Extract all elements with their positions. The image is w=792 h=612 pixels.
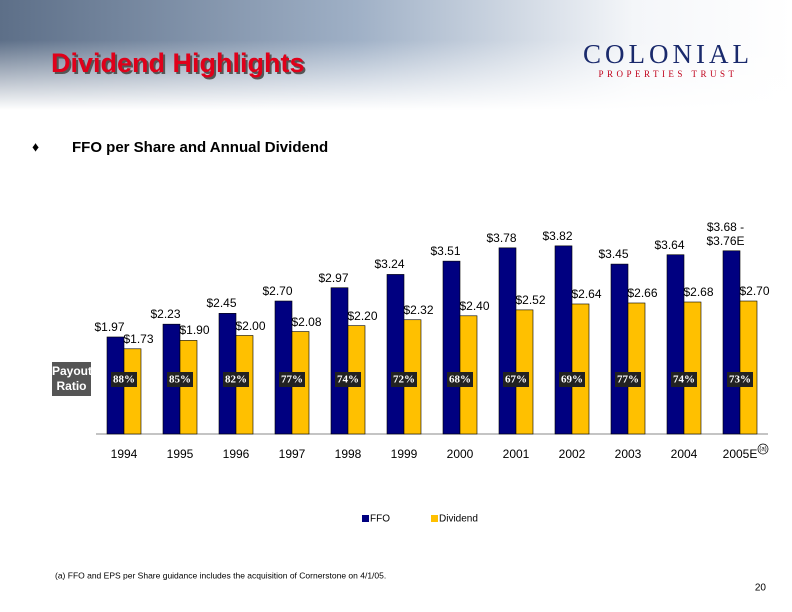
value-label: $3.82 [542, 228, 573, 243]
slide-title-shadow: Dividend Highlights [53, 50, 307, 80]
payout-ratio: 67% [505, 374, 527, 386]
payout-ratio: 82% [225, 374, 247, 386]
x-tick-label: 2001 [503, 447, 530, 461]
payout-ratio: 72% [393, 374, 415, 386]
bar [554, 245, 573, 435]
value-label: $1.97 [94, 319, 125, 334]
bar [442, 260, 461, 435]
value-label: $2.20 [347, 308, 378, 323]
bar [498, 247, 517, 435]
payout-box [727, 372, 753, 387]
legend-label: Dividend [439, 514, 478, 525]
legend-label: FFO [370, 514, 390, 525]
value-label: $2.70 [739, 284, 770, 299]
bar [627, 302, 646, 435]
logo-tagline: PROPERTIES TRUST [598, 69, 737, 79]
payout-label: Payout Ratio [52, 364, 93, 393]
value-label: $3.24 [374, 257, 405, 272]
payout-box [671, 372, 697, 387]
value-label: $2.08 [291, 314, 322, 329]
value-label: $2.97 [318, 270, 349, 285]
x-tick-label: 1996 [223, 447, 250, 461]
bar [683, 301, 702, 435]
bar [739, 300, 758, 435]
logo-name: COLONIAL [583, 39, 753, 69]
x-tick-label: 2005E [723, 447, 758, 461]
bar [386, 274, 405, 435]
payout-ratio: 77% [617, 374, 639, 386]
note-marker: (a) [759, 447, 766, 453]
value-label: $2.45 [206, 296, 237, 311]
payout-box [391, 372, 417, 387]
value-label: $2.64 [571, 286, 602, 301]
value-label: $1.73 [123, 331, 154, 346]
bar [179, 340, 198, 435]
value-label: $2.32 [403, 302, 434, 317]
payout-ratio: 74% [673, 374, 695, 386]
value-label: $3.78 [486, 230, 517, 245]
page-number: 20 [755, 583, 767, 594]
payout-ratio: 85% [169, 374, 191, 386]
x-tick-label: 2000 [447, 447, 474, 461]
value-label: $2.00 [235, 318, 266, 333]
x-tick-label: 2004 [671, 447, 698, 461]
payout-label-box [52, 362, 91, 396]
payout-box [167, 372, 193, 387]
bullet: ♦ [32, 139, 39, 155]
value-label: $3.45 [598, 247, 629, 262]
payout-box [279, 372, 305, 387]
value-label: $3.51 [430, 244, 461, 259]
value-label: $2.66 [627, 286, 658, 300]
value-label: $1.90 [179, 323, 210, 338]
payout-box [447, 372, 473, 387]
payout-ratio: 74% [337, 374, 359, 386]
value-label: $2.52 [515, 292, 546, 307]
payout-box [335, 372, 361, 387]
x-tick-label: 2003 [615, 447, 642, 461]
payout-ratio: 73% [729, 374, 751, 386]
bar [515, 309, 534, 435]
x-tick-label: 2002 [559, 447, 586, 461]
bar [123, 348, 142, 435]
value-label: $2.68 [683, 285, 714, 300]
footnote: (a) FFO and EPS per Share guidance inclu… [55, 570, 386, 580]
legend-swatch [431, 515, 438, 522]
bar [722, 250, 741, 435]
payout-ratio: 77% [281, 374, 303, 386]
payout-box [223, 372, 249, 387]
bar [571, 303, 590, 435]
note-marker-circle [757, 443, 769, 455]
value-label: $2.23 [150, 307, 181, 322]
x-tick-label: 1999 [391, 447, 418, 461]
x-tick-label: 1997 [279, 447, 306, 461]
payout-ratio: 88% [113, 374, 135, 386]
value-label: $2.70 [262, 284, 293, 299]
slide-title: Dividend Highlights [51, 48, 305, 78]
payout-ratio: 69% [561, 374, 583, 386]
payout-box [111, 372, 137, 387]
x-tick-label: 1994 [111, 447, 138, 461]
value-label: $3.68 - $3.76E [706, 219, 745, 248]
bar [666, 254, 685, 435]
chart-title: FFO per Share and Annual Dividend [72, 139, 328, 156]
header-fade [0, 40, 792, 110]
legend-swatch [362, 515, 369, 522]
payout-box [615, 372, 641, 387]
value-label: $3.64 [654, 237, 685, 252]
x-tick-label: 1998 [335, 447, 362, 461]
payout-box [503, 372, 529, 387]
payout-box [559, 372, 585, 387]
value-label: $2.40 [459, 298, 490, 313]
payout-ratio: 68% [449, 374, 471, 386]
x-tick-label: 1995 [167, 447, 194, 461]
